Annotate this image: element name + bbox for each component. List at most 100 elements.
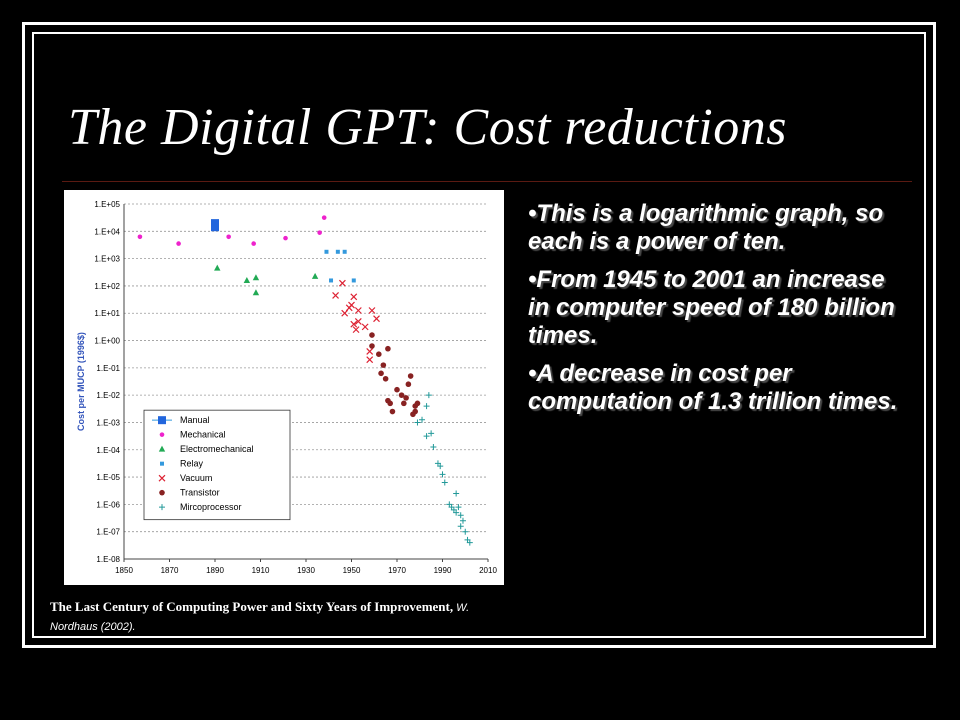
x-tick-label: 1950 [343, 566, 361, 575]
bullet-item: •From 1945 to 2001 an increase in comput… [528, 266, 895, 349]
x-tick-label: 1870 [161, 566, 179, 575]
data-point-electromechanical [252, 274, 260, 281]
data-point-mircoprocessor [453, 509, 460, 516]
data-point-mechanical [137, 234, 143, 240]
x-tick-label: 1930 [297, 566, 315, 575]
bullet-list: •This is a logarithmic graph, so each is… [528, 200, 908, 426]
y-tick-label: 1.E+03 [94, 255, 120, 264]
slide-frame-inner [32, 32, 926, 638]
bullet-item: •A decrease in cost per computation of 1… [528, 360, 898, 415]
data-point-electromechanical [243, 276, 251, 283]
data-point-transistor [387, 400, 393, 407]
data-point-mircoprocessor [425, 392, 432, 399]
data-point-transistor [394, 386, 400, 393]
y-tick-label: 1.E+05 [94, 200, 120, 209]
data-point-vacuum [338, 279, 346, 287]
data-point-vacuum [368, 307, 376, 314]
data-point-vacuum [373, 315, 380, 323]
legend-label-manual: Manual [180, 415, 210, 425]
data-point-transistor [403, 395, 409, 401]
x-tick-label: 1850 [115, 566, 133, 575]
data-point-mircoprocessor [453, 490, 460, 497]
y-tick-label: 1.E+02 [94, 282, 120, 291]
legend-marker-relay [160, 461, 164, 466]
y-tick-label: 1.E-05 [96, 473, 120, 482]
y-tick-label: 1.E-06 [96, 500, 120, 509]
y-tick-label: 1.E-08 [96, 555, 120, 564]
y-tick-label: 1.E+00 [94, 337, 120, 346]
data-point-mechanical [226, 234, 231, 240]
data-point-transistor [412, 408, 419, 415]
data-point-mircoprocessor [423, 403, 430, 410]
data-point-mechanical [317, 230, 322, 235]
y-tick-label: 1.E-02 [96, 391, 120, 400]
data-point-vacuum [366, 356, 374, 364]
data-point-vacuum [354, 317, 362, 325]
x-tick-label: 2010 [479, 566, 497, 575]
data-point-mircoprocessor [457, 523, 464, 530]
data-point-mircoprocessor [441, 479, 448, 486]
data-point-transistor [369, 343, 375, 349]
legend-marker-transistor [159, 489, 165, 496]
cost-chart: 1.E+05 1.E+04 1.E+03 1.E+02 1.E+01 1.E+00 1.E-… [64, 190, 504, 585]
legend-label-mircoprocessor: Mircoprocessor [180, 502, 242, 512]
data-point-relay [335, 249, 340, 254]
data-point-mircoprocessor [430, 444, 437, 451]
data-point-mircoprocessor [462, 528, 469, 535]
data-point-transistor [398, 392, 405, 398]
legend-marker-manual [158, 416, 166, 425]
data-point-mircoprocessor [439, 471, 446, 478]
data-point-relay [351, 278, 356, 283]
data-point-mircoprocessor [428, 430, 435, 437]
data-point-mircoprocessor [414, 419, 421, 426]
data-point-transistor [369, 332, 375, 338]
data-point-transistor [407, 373, 414, 379]
data-point-manual [211, 219, 219, 228]
data-point-transistor [389, 408, 396, 415]
x-tick-label: 1910 [252, 566, 270, 575]
legend-marker-vacuum [158, 474, 166, 482]
data-point-electromechanical [214, 264, 221, 271]
legend-marker-mechanical [159, 432, 165, 437]
caption-main: The Last Century of Computing Power and … [50, 599, 454, 614]
data-point-electromechanical [252, 289, 260, 296]
data-point-mechanical [176, 241, 181, 246]
legend-marker-electromechanical [158, 445, 166, 452]
caption-author: W. Nordhaus (2002). [50, 602, 470, 633]
y-tick-label: 1.E+04 [94, 227, 120, 236]
data-point-relay [342, 249, 347, 254]
data-point-vacuum [361, 323, 369, 331]
x-tick-label: 1970 [388, 566, 406, 575]
legend-marker-mircoprocessor [159, 504, 165, 511]
data-point-mechanical [283, 235, 288, 241]
data-point-mechanical [251, 241, 256, 246]
legend-label-transistor: Transistor [180, 488, 220, 498]
data-point-electromechanical [311, 272, 319, 279]
y-tick-label: 1.E-03 [96, 418, 120, 427]
data-point-relay [329, 278, 334, 283]
y-tick-label: 1.E-04 [96, 446, 120, 455]
data-point-vacuum [341, 309, 349, 317]
data-point-mircoprocessor [419, 416, 426, 423]
x-tick-label: 1990 [434, 566, 452, 575]
data-point-transistor [380, 362, 387, 368]
data-point-vacuum [350, 320, 358, 328]
legend-box [143, 409, 291, 521]
data-point-vacuum [348, 301, 355, 309]
data-point-vacuum [354, 307, 362, 314]
data-point-transistor [401, 400, 407, 407]
data-point-relay [324, 249, 329, 254]
data-point-transistor [385, 345, 391, 352]
data-point-transistor [376, 351, 382, 357]
legend-label-electromechanical: Electromechanical [180, 444, 254, 454]
data-point-mircoprocessor [437, 463, 444, 470]
data-point-manual [211, 223, 219, 232]
data-point-vacuum [332, 292, 339, 299]
data-point-transistor [414, 400, 421, 407]
legend-label-mechanical: Mechanical [180, 430, 226, 440]
data-point-transistor [378, 370, 384, 377]
y-tick-label: 1.E-07 [96, 528, 120, 537]
y-tick-label: 1.E-01 [96, 364, 120, 373]
legend-label-vacuum: Vacuum [180, 473, 212, 483]
data-point-mircoprocessor [457, 512, 464, 519]
